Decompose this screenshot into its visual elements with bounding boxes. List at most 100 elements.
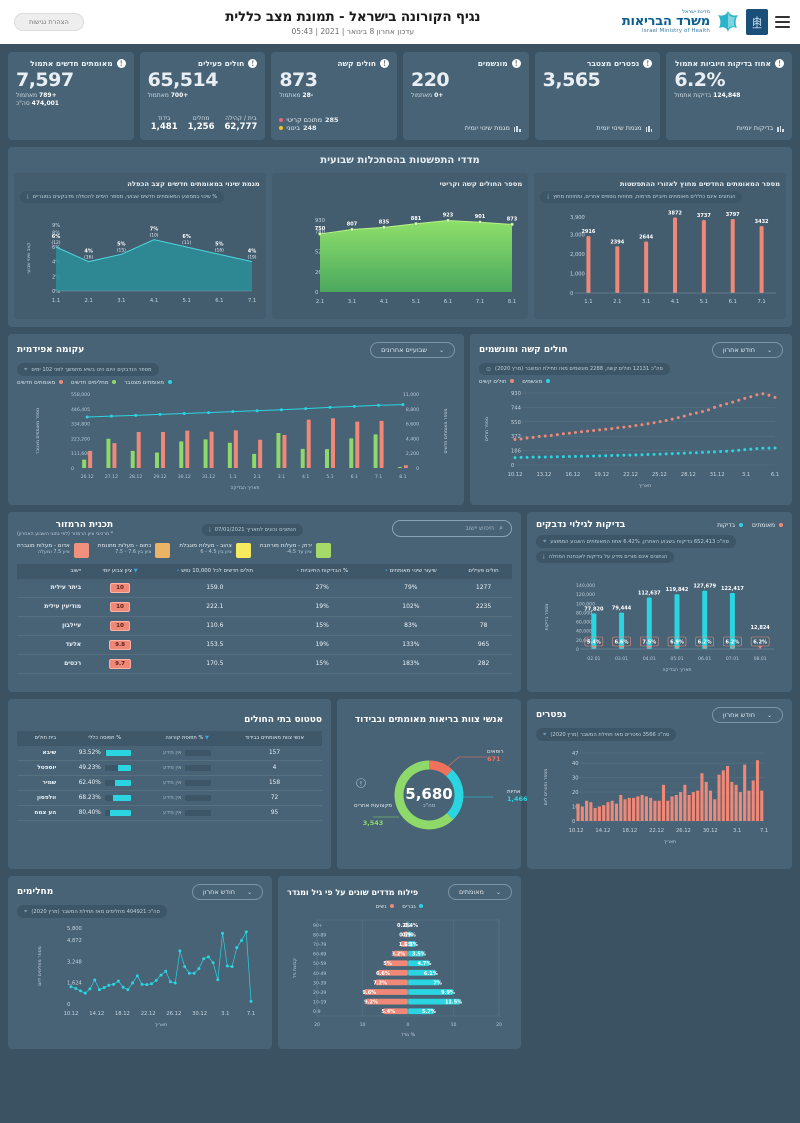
age-metric-dropdown[interactable]: ⌄ מאומתים [447,884,512,900]
svg-text:127,679: 127,679 [693,584,716,590]
table-row[interactable]: 965 133% 19% 153.5 9.8 אלעד [17,635,512,655]
kpi-card-positivity[interactable]: ! אחוז בדיקות חיוביות אתמול 6.2% 124,848… [666,52,792,140]
cell-change: 83% [366,616,456,636]
svg-text:8%: 8% [52,230,60,236]
table-row[interactable]: 157 אין מידע 93.52% שיבא [17,745,322,761]
donut-chart: 5,680 סה"כ רופאים 671 אחיות 1,466 מקצועות אחרי… [346,732,528,862]
svg-text:260: 260 [315,270,325,276]
svg-text:3872: 3872 [668,211,682,217]
svg-text:מקצועות אחרים: מקצועות אחרים [354,803,392,809]
kpi-footer-link[interactable]: מגמת שינוי יומית [543,124,653,132]
table-row[interactable]: 158 אין מידע 62.40% שמיר [17,775,322,791]
search-input[interactable] [401,525,495,532]
col-change[interactable]: שיעור שינוי מאומתים • [366,564,456,579]
active-breakdown-item: בית / קהילה 62,777 [225,115,258,132]
svg-text:14.12: 14.12 [595,828,610,834]
deaths-period-dropdown[interactable]: ⌄ חודש אחרון [711,707,783,723]
table-row[interactable]: 72 אין מידע 68.23% וולפסון [17,790,322,806]
svg-text:קצב שינוי שבועי: קצב שינוי שבועי [27,242,32,273]
recovered-period-dropdown[interactable]: ⌄ חודש אחרון [191,884,263,900]
cell-change: 102% [366,597,456,617]
panel-title: פילוח מדדים שונים על פי גיל ומגדר [287,887,419,897]
col-hospital-name[interactable]: בית חולים [17,731,63,746]
kpi-title: מונשמים [477,59,508,68]
kpi-card-ventilated[interactable]: ! מונשמים 220 +0 מאתמול מגמת שינוי יומית [402,52,529,140]
svg-text:(16): (16) [215,247,224,253]
info-icon[interactable]: ! [379,59,389,68]
progress-bar [104,809,131,816]
progress-bar [185,764,212,771]
info-icon[interactable]: ! [248,59,258,68]
svg-text:31.12: 31.12 [202,474,215,480]
svg-text:מספר נפטרים ליום: מספר נפטרים ליום [543,769,549,806]
col-per10k[interactable]: חולים חדשים לכל 10,000 נפש • [152,564,278,579]
info-icon[interactable]: ! [511,59,521,68]
svg-text:9%: 9% [52,223,60,229]
accessibility-button[interactable]: הצהרת נגישות [14,13,84,31]
svg-text:07.01: 07.01 [726,656,739,662]
col-city[interactable]: יישוב [17,564,89,579]
svg-text:0: 0 [572,819,575,825]
kpi-footer-label: בדיקות יומיות [736,124,774,132]
col-active[interactable]: חולים פעילים [455,564,512,579]
kpi-subtext: +700 מאתמול [148,92,258,99]
info-icon[interactable]: ! [116,59,126,68]
svg-text:26.12: 26.12 [81,474,94,480]
chart-canvas: 0 111,600 223,200 334,800 446,405 558,000 0 2,2… [17,388,455,498]
svg-text:5.1: 5.1 [700,299,708,305]
menu-icon[interactable] [775,16,790,28]
kpi-card-severe[interactable]: ! חולים קשה 873 -28 מאתמול 285 מתוכם קרי… [271,52,397,140]
kpi-footer-link[interactable]: בדיקות יומיות [674,124,784,132]
svg-text:5,680: 5,680 [405,785,452,803]
col-general-occupancy[interactable]: % תפוסה כללי [62,731,148,746]
cell-corona: אין מידע [147,805,228,821]
chart-note: הנתונים אינם כוללים מאומתים חיוביים מרמו… [540,191,743,203]
cell-change: 79% [366,578,456,598]
table-row[interactable]: 4 אין מידע 49.23% יוספטל [17,760,322,776]
info-icon[interactable]: ! [643,59,653,68]
svg-text:20-29: 20-29 [313,990,326,996]
col-corona-occupancy[interactable]: ▼ % תפוסת קורונה [147,731,228,746]
col-staff-isolated[interactable]: אנשי צוות מאומתים בבידוד [227,731,322,746]
kpi-card-active[interactable]: ! חולים פעילים 65,514 +700 מאתמול בית / … [139,52,266,140]
svg-text:4%: 4% [84,249,93,255]
table-row[interactable]: 1277 79% 27% 159.0 10 ביתר עילית [17,578,512,598]
panel-title: בדיקות לגילוי נדבקים [536,520,626,530]
kpi-footer-link[interactable]: מגמת שינוי יומית [411,124,521,132]
info-icon[interactable]: ! [775,59,784,68]
table-row[interactable]: 78 83% 15% 110.6 10 עיילבון [17,616,512,636]
weekly-chart-severe-critical: מספר החולים קשה וקריטי 02605207809307502… [271,173,529,319]
kpi-subtext: +789 מאתמול [16,92,126,99]
active-breakdown: בית / קהילה 62,777 מחלים 1,256 בידוד 1,4… [148,115,258,132]
svg-text:0: 0 [67,1002,70,1008]
kpi-card-deaths[interactable]: ! נפטרים מצטבר 3,565 מגמת שינוי יומית [534,52,661,140]
svg-text:1.6%: 1.6% [399,942,413,948]
svg-text:2916: 2916 [581,229,595,235]
kpi-footer-label: מגמת שינוי יומית [596,124,642,132]
logo-title-he: משרד הבריאות [621,13,710,29]
svg-text:30: 30 [572,776,579,782]
col-label: חולים חדשים לכל 10,000 נפש [181,568,254,574]
page-title: נגיף הקורונה בישראל - תמונת מצב כללית עד… [84,9,622,36]
progress-bar [185,779,212,786]
info-icon: i [209,526,211,534]
city-search[interactable]: ⌕ [392,520,512,537]
col-score[interactable]: ▼ ציון צבוע יומי [88,564,153,579]
svg-text:22.12: 22.12 [623,472,638,478]
status-badge: 9.7 [109,658,132,669]
kpi-sub-label: מאתמול [147,92,169,99]
kpi-card-new-cases[interactable]: ! מאומתים חדשים אתמול 7,597 +789 מאתמול … [7,52,134,140]
epidemic-period-dropdown[interactable]: ⌄ שבועיים אחרונים [370,342,455,358]
cell-active: 1277 [455,578,512,598]
panel-ramzor: ⌕ הנתונים נכונים לתאריך 07/01/2021 i תכנ… [8,512,521,692]
svg-text:6%: 6% [182,234,191,240]
svg-text:10: 10 [451,1022,457,1028]
panel-title: עקומה אפידמית [17,345,85,355]
table-row[interactable]: 2235 102% 19% 222.1 10 מודיעין עילית [17,597,512,617]
chevron-down-icon: ⌄ [438,346,444,354]
table-row[interactable]: 95 אין מידע 80.40% הע צמח [17,805,322,821]
col-positive[interactable]: % הבדיקות החיוביות • [277,564,367,579]
cell-staff: 4 [227,760,322,776]
table-row[interactable]: 282 183% 15% 170.5 9.7 רכסים [17,654,512,674]
severe-period-dropdown[interactable]: ⌄ חודש אחרון [711,342,783,358]
